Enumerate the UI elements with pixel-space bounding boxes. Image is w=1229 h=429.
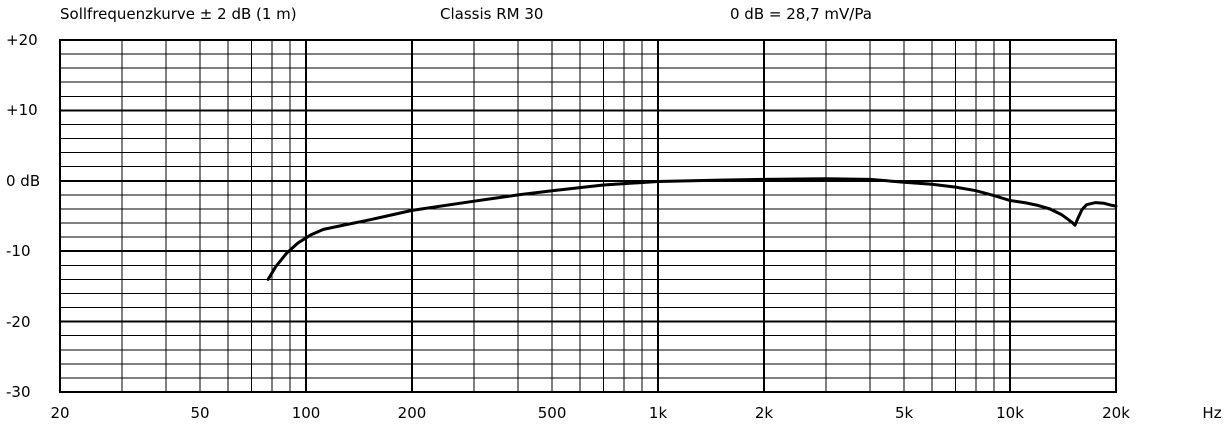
x-tick-label: 10k [996, 404, 1024, 422]
response-curve-line [266, 177, 1118, 281]
x-tick-label: 1k [648, 404, 668, 422]
y-tick-label: +10 [6, 101, 38, 120]
reference-level-label: 0 dB = 28,7 mV/Pa [730, 5, 872, 23]
y-tick-label: -30 [6, 383, 31, 401]
y-tick-label: -10 [6, 242, 31, 261]
plot-frame [59, 39, 1117, 393]
x-tick-label: 2k [754, 404, 774, 422]
x-tick-label: 500 [537, 404, 567, 422]
x-tick-label: 50 [190, 404, 210, 422]
response-curve-group [266, 177, 1118, 281]
chart-subtitle: Sollfrequenzkurve ± 2 dB (1 m) [60, 5, 297, 23]
y-tick-label: +20 [6, 31, 38, 49]
x-axis-unit-label: Hz [1202, 404, 1222, 422]
x-tick-label: 100 [291, 404, 321, 422]
x-tick-label: 200 [397, 404, 427, 422]
x-tick-label: 5k [894, 404, 914, 422]
x-tick-label: 20k [1102, 404, 1130, 422]
x-tick-label: 20 [50, 404, 70, 422]
chart-grid [59, 39, 1117, 393]
y-tick-label: 0 dB [6, 171, 41, 190]
chart-title: Classis RM 30 [440, 5, 544, 23]
y-tick-label: -20 [6, 312, 31, 331]
